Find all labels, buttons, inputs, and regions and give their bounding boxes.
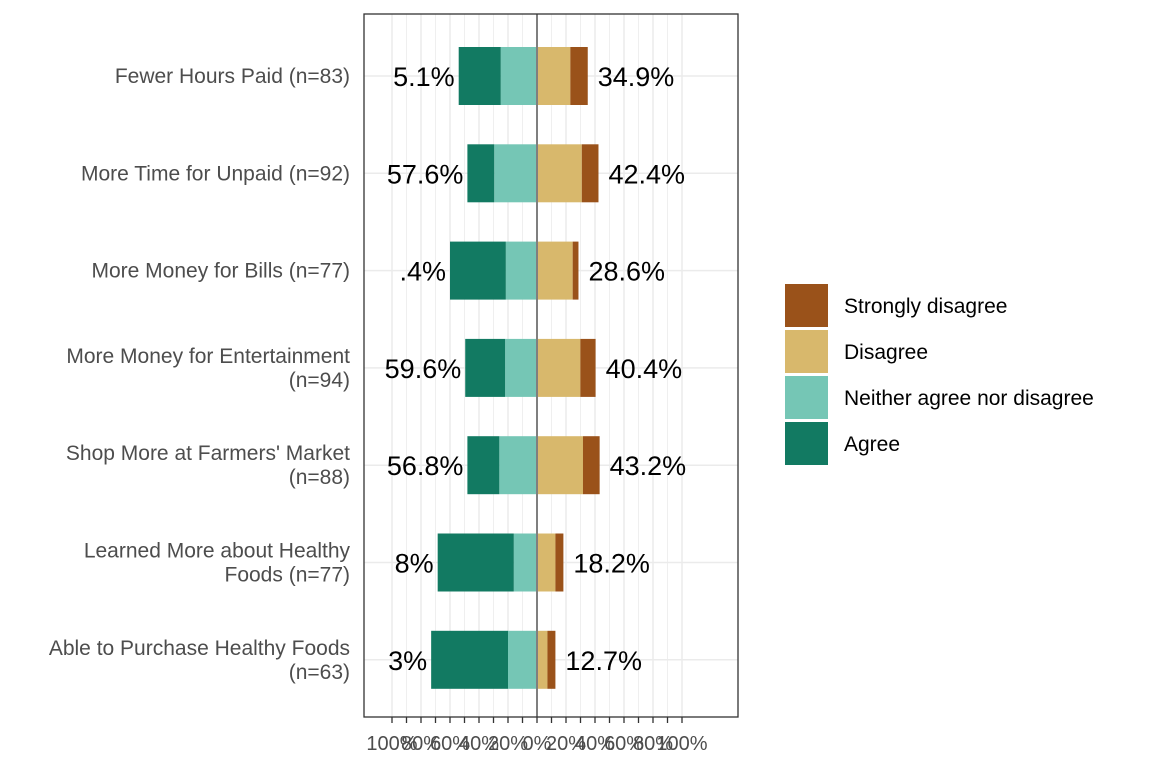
legend-swatch-disagree [785, 330, 828, 373]
x-tick-label: 100% [656, 733, 707, 755]
category-label: More Money for Bills (n=77) [91, 260, 350, 283]
bar-disagree [537, 338, 581, 397]
bar-agree [465, 338, 506, 397]
percent-label-left: 3% [388, 646, 427, 676]
bar-neither-agree-nor-disagree [513, 533, 537, 592]
x-tick-label: 20% [488, 733, 528, 755]
category-label: Learned More about Healthy [84, 540, 351, 563]
percent-label-right: 40.4% [606, 354, 683, 384]
percent-label-left: 59.6% [385, 354, 462, 384]
bar-agree [458, 47, 501, 105]
legend-swatch-strongly-disagree [785, 284, 828, 327]
bar-strongly-disagree [572, 241, 579, 300]
x-tick-label: 80% [633, 733, 673, 755]
legend-swatch-neither-agree-nor-disagree [785, 376, 828, 419]
legend-label-strongly-disagree: Strongly disagree [844, 295, 1007, 318]
legend: Strongly disagree Disagree Neither agree n… [785, 284, 1094, 465]
category-label: (n=88) [289, 466, 350, 489]
percent-labels: 34.9% 5.1% 42.4% 57.6% 28.6% .4% 40.4% 59.6% 43.… [385, 62, 687, 676]
bar-disagree [537, 241, 573, 300]
percent-label-right: 42.4% [608, 159, 685, 189]
bar-neither-agree-nor-disagree [499, 436, 537, 495]
percent-label-right: 28.6% [588, 257, 665, 287]
percent-label-right: 34.9% [598, 62, 675, 92]
bar-agree [467, 436, 500, 495]
bar-neither-agree-nor-disagree [508, 630, 537, 689]
x-tick-label: 60% [604, 733, 644, 755]
bar-strongly-disagree [580, 338, 596, 397]
category-label: Fewer Hours Paid (n=83) [115, 65, 350, 88]
category-label: (n=94) [289, 369, 350, 392]
percent-label-left: 8% [395, 549, 434, 579]
category-label: Able to Purchase Healthy Foods [49, 637, 350, 660]
bar-strongly-disagree [570, 47, 588, 105]
y-axis-labels: Fewer Hours Paid (n=83) More Time for Unp… [49, 65, 351, 684]
bars [431, 47, 600, 689]
percent-label-left: 57.6% [387, 159, 464, 189]
bar-disagree [537, 533, 556, 592]
bar-agree [450, 241, 506, 300]
legend-label-disagree: Disagree [844, 341, 928, 364]
percent-label-right: 12.7% [565, 646, 642, 676]
legend-label-agree: Agree [844, 433, 900, 456]
legend-swatch-agree [785, 422, 828, 465]
x-tick-label: 40% [459, 733, 499, 755]
bar-agree [437, 533, 514, 592]
legend-label-neither-agree-nor-disagree: Neither agree nor disagree [844, 387, 1094, 410]
percent-label-left: 56.8% [387, 451, 464, 481]
x-tick-label: 100% [366, 733, 417, 755]
bar-disagree [537, 47, 571, 105]
category-label: Foods (n=77) [225, 564, 351, 587]
bar-disagree [537, 436, 583, 495]
bar-neither-agree-nor-disagree [505, 241, 537, 300]
x-tick-label: 80% [401, 733, 441, 755]
category-label: More Money for Entertainment [66, 345, 350, 368]
x-tick-label: 20% [546, 733, 586, 755]
bar-neither-agree-nor-disagree [500, 47, 537, 105]
percent-label-left: .4% [399, 257, 446, 287]
category-label: (n=63) [289, 661, 350, 684]
bar-strongly-disagree [581, 144, 599, 203]
bar-disagree [537, 630, 548, 689]
x-tick-label: 60% [430, 733, 470, 755]
percent-label-right: 18.2% [573, 549, 650, 579]
bar-neither-agree-nor-disagree [505, 338, 537, 397]
bar-strongly-disagree [547, 630, 556, 689]
category-label: Shop More at Farmers' Market [66, 442, 350, 465]
x-tick-label: 0% [523, 733, 552, 755]
x-axis: 100%80%60%40%20%0%20%40%60%80%100% [366, 717, 708, 755]
bar-neither-agree-nor-disagree [494, 144, 537, 203]
percent-label-left: 5.1% [393, 62, 455, 92]
bar-agree [467, 144, 495, 203]
x-tick-label: 40% [575, 733, 615, 755]
percent-label-right: 43.2% [610, 451, 687, 481]
bar-agree [431, 630, 508, 689]
bar-strongly-disagree [555, 533, 564, 592]
category-label: More Time for Unpaid (n=92) [81, 162, 350, 185]
bar-strongly-disagree [582, 436, 600, 495]
bar-disagree [537, 144, 582, 203]
